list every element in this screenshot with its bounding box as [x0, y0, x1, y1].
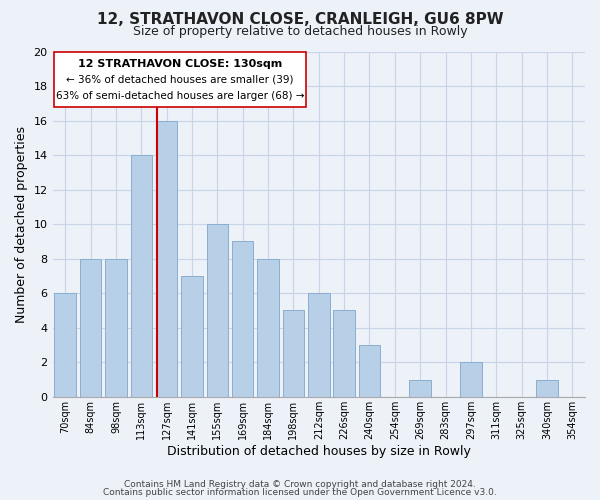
Text: 12 STRATHAVON CLOSE: 130sqm: 12 STRATHAVON CLOSE: 130sqm — [78, 58, 282, 68]
Bar — [80, 258, 101, 397]
FancyBboxPatch shape — [54, 52, 306, 106]
Text: 12, STRATHAVON CLOSE, CRANLEIGH, GU6 8PW: 12, STRATHAVON CLOSE, CRANLEIGH, GU6 8PW — [97, 12, 503, 28]
Bar — [283, 310, 304, 397]
Bar — [257, 258, 279, 397]
X-axis label: Distribution of detached houses by size in Rowly: Distribution of detached houses by size … — [167, 444, 471, 458]
Bar — [131, 155, 152, 397]
Bar — [206, 224, 228, 397]
Bar — [232, 242, 253, 397]
Bar — [536, 380, 558, 397]
Bar — [156, 120, 178, 397]
Bar — [181, 276, 203, 397]
Text: 63% of semi-detached houses are larger (68) →: 63% of semi-detached houses are larger (… — [56, 92, 304, 102]
Text: Size of property relative to detached houses in Rowly: Size of property relative to detached ho… — [133, 25, 467, 38]
Bar — [308, 293, 329, 397]
Bar — [105, 258, 127, 397]
Text: ← 36% of detached houses are smaller (39): ← 36% of detached houses are smaller (39… — [66, 74, 294, 84]
Bar — [359, 345, 380, 397]
Bar — [334, 310, 355, 397]
Y-axis label: Number of detached properties: Number of detached properties — [15, 126, 28, 322]
Bar — [409, 380, 431, 397]
Bar — [460, 362, 482, 397]
Text: Contains public sector information licensed under the Open Government Licence v3: Contains public sector information licen… — [103, 488, 497, 497]
Text: Contains HM Land Registry data © Crown copyright and database right 2024.: Contains HM Land Registry data © Crown c… — [124, 480, 476, 489]
Bar — [55, 293, 76, 397]
